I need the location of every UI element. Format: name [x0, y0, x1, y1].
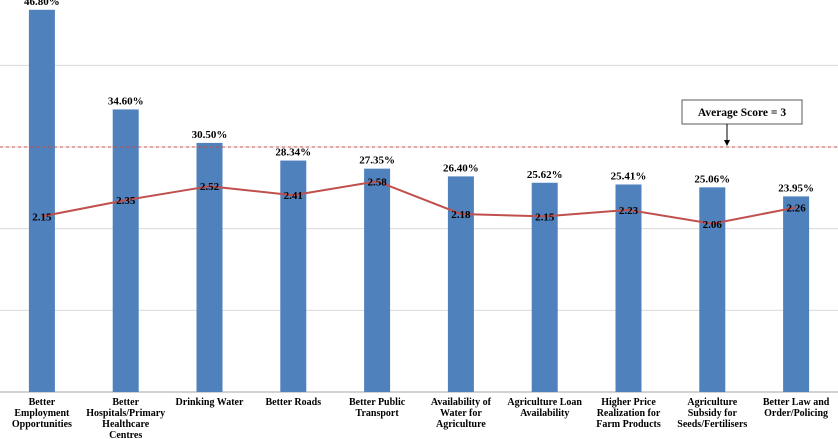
score-value-label: 2.26 — [786, 202, 806, 214]
score-value-label: 2.18 — [451, 209, 471, 221]
category-label: Better Public Transport — [349, 397, 406, 419]
bar — [531, 182, 558, 392]
bar-value-label: 34.60% — [108, 95, 144, 107]
bar-value-label: 25.62% — [527, 169, 563, 181]
category-axis: Better Employment Opportunities Better Hospi… — [12, 397, 830, 439]
bar-value-label: 23.95% — [778, 182, 814, 194]
bar — [280, 160, 307, 392]
bar-value-label: 25.41% — [611, 170, 647, 182]
average-callout-label: Average Score = 3 — [698, 107, 786, 119]
score-value-label: 2.52 — [200, 181, 220, 193]
bar-value-label: 30.50% — [192, 129, 228, 141]
bar — [28, 9, 55, 393]
category-label: Agriculture Loan Availability — [507, 397, 582, 419]
bar — [615, 184, 642, 392]
bar-value-label: 27.35% — [359, 155, 395, 167]
average-callout-box — [681, 99, 803, 125]
data-labels: 46.80% 34.60% 30.50% 28.34% 27.35% 26.40% 25.6… — [24, 0, 814, 231]
category-label: Better Employment Opportunities — [12, 397, 72, 430]
score-value-label: 2.06 — [703, 219, 723, 231]
bar-series — [28, 9, 810, 393]
score-value-label: 2.41 — [284, 190, 303, 202]
score-value-label: 2.35 — [116, 195, 136, 207]
bar — [364, 168, 391, 392]
bar-value-label: 25.06% — [694, 173, 730, 185]
category-label: Drinking Water — [176, 397, 244, 408]
category-label: Higher Price Realization for Farm Products — [596, 397, 661, 430]
bar — [447, 176, 474, 392]
score-value-label: 2.58 — [367, 176, 387, 188]
callout-arrow-head — [724, 140, 730, 146]
category-label: Agriculture Subsidy for Seeds/Fertilisers — [677, 397, 747, 430]
bar — [112, 109, 139, 392]
score-value-label: 2.23 — [619, 205, 639, 217]
bar-value-label: 46.80% — [24, 0, 60, 8]
category-label: Better Hospitals/Primary Healthcare Centres — [86, 397, 165, 439]
bar-value-label: 26.40% — [443, 162, 479, 174]
score-line — [41, 180, 797, 225]
bar — [196, 142, 223, 392]
category-label: Better Roads — [265, 397, 321, 408]
category-label: Availability of Water for Agriculture — [431, 397, 492, 430]
bar-value-label: 28.34% — [275, 147, 311, 159]
category-label: Better Law and Order/Policing — [763, 397, 830, 419]
score-series — [41, 180, 797, 225]
score-value-label: 2.15 — [535, 211, 555, 223]
average-reference: Average Score = 3 — [0, 99, 838, 148]
bar — [783, 196, 810, 392]
score-value-label: 2.15 — [32, 211, 52, 223]
